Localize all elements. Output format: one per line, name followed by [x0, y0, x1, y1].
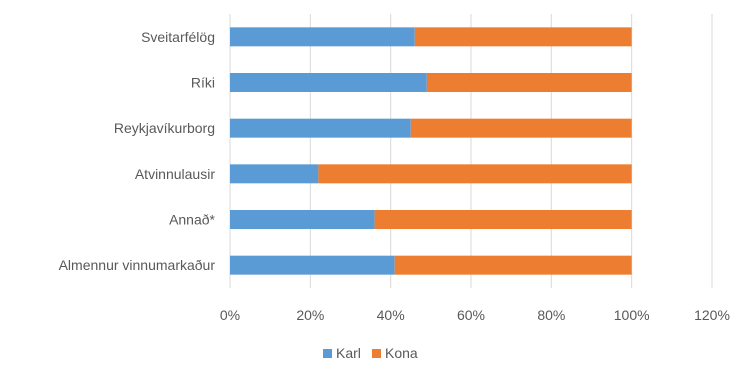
legend-label-karl: Karl — [336, 345, 361, 361]
legend: Karl Kona — [323, 345, 418, 361]
x-tick-label: 120% — [694, 307, 730, 323]
category-labels: Sveitarfélög Ríki Reykjavíkurborg Atvinnula… — [59, 29, 216, 273]
bar-karl — [230, 118, 411, 138]
bars — [230, 27, 632, 275]
x-tick-label: 60% — [457, 307, 485, 323]
x-tick-label: 100% — [614, 307, 650, 323]
category-label: Ríki — [191, 75, 215, 91]
x-tick-label: 20% — [296, 307, 324, 323]
legend-swatch-karl — [323, 349, 332, 358]
category-label: Almennur vinnumarkaður — [59, 257, 216, 273]
category-label: Reykjavíkurborg — [114, 120, 215, 136]
bar-karl — [230, 73, 427, 92]
bar-karl — [230, 210, 375, 229]
x-tick-label: 40% — [377, 307, 405, 323]
category-label: Sveitarfélög — [141, 29, 215, 45]
category-label: Annað* — [169, 212, 215, 228]
x-tick-label: 80% — [537, 307, 565, 323]
bar-kona — [426, 73, 632, 92]
legend-label-kona: Kona — [385, 345, 418, 361]
bar-karl — [230, 164, 319, 184]
category-label: Atvinnulausir — [135, 166, 215, 182]
bar-kona — [414, 27, 632, 47]
bar-karl — [230, 27, 415, 47]
bar-karl — [230, 255, 395, 275]
x-tick-label: 0% — [220, 307, 240, 323]
legend-swatch-kona — [372, 349, 381, 358]
bar-kona — [318, 164, 632, 184]
bar-kona — [394, 255, 632, 275]
bar-kona — [410, 118, 632, 138]
bar-kona — [374, 210, 632, 229]
x-axis-tick-labels: 0% 20% 40% 60% 80% 100% 120% — [220, 307, 730, 323]
gridlines — [229, 14, 713, 288]
